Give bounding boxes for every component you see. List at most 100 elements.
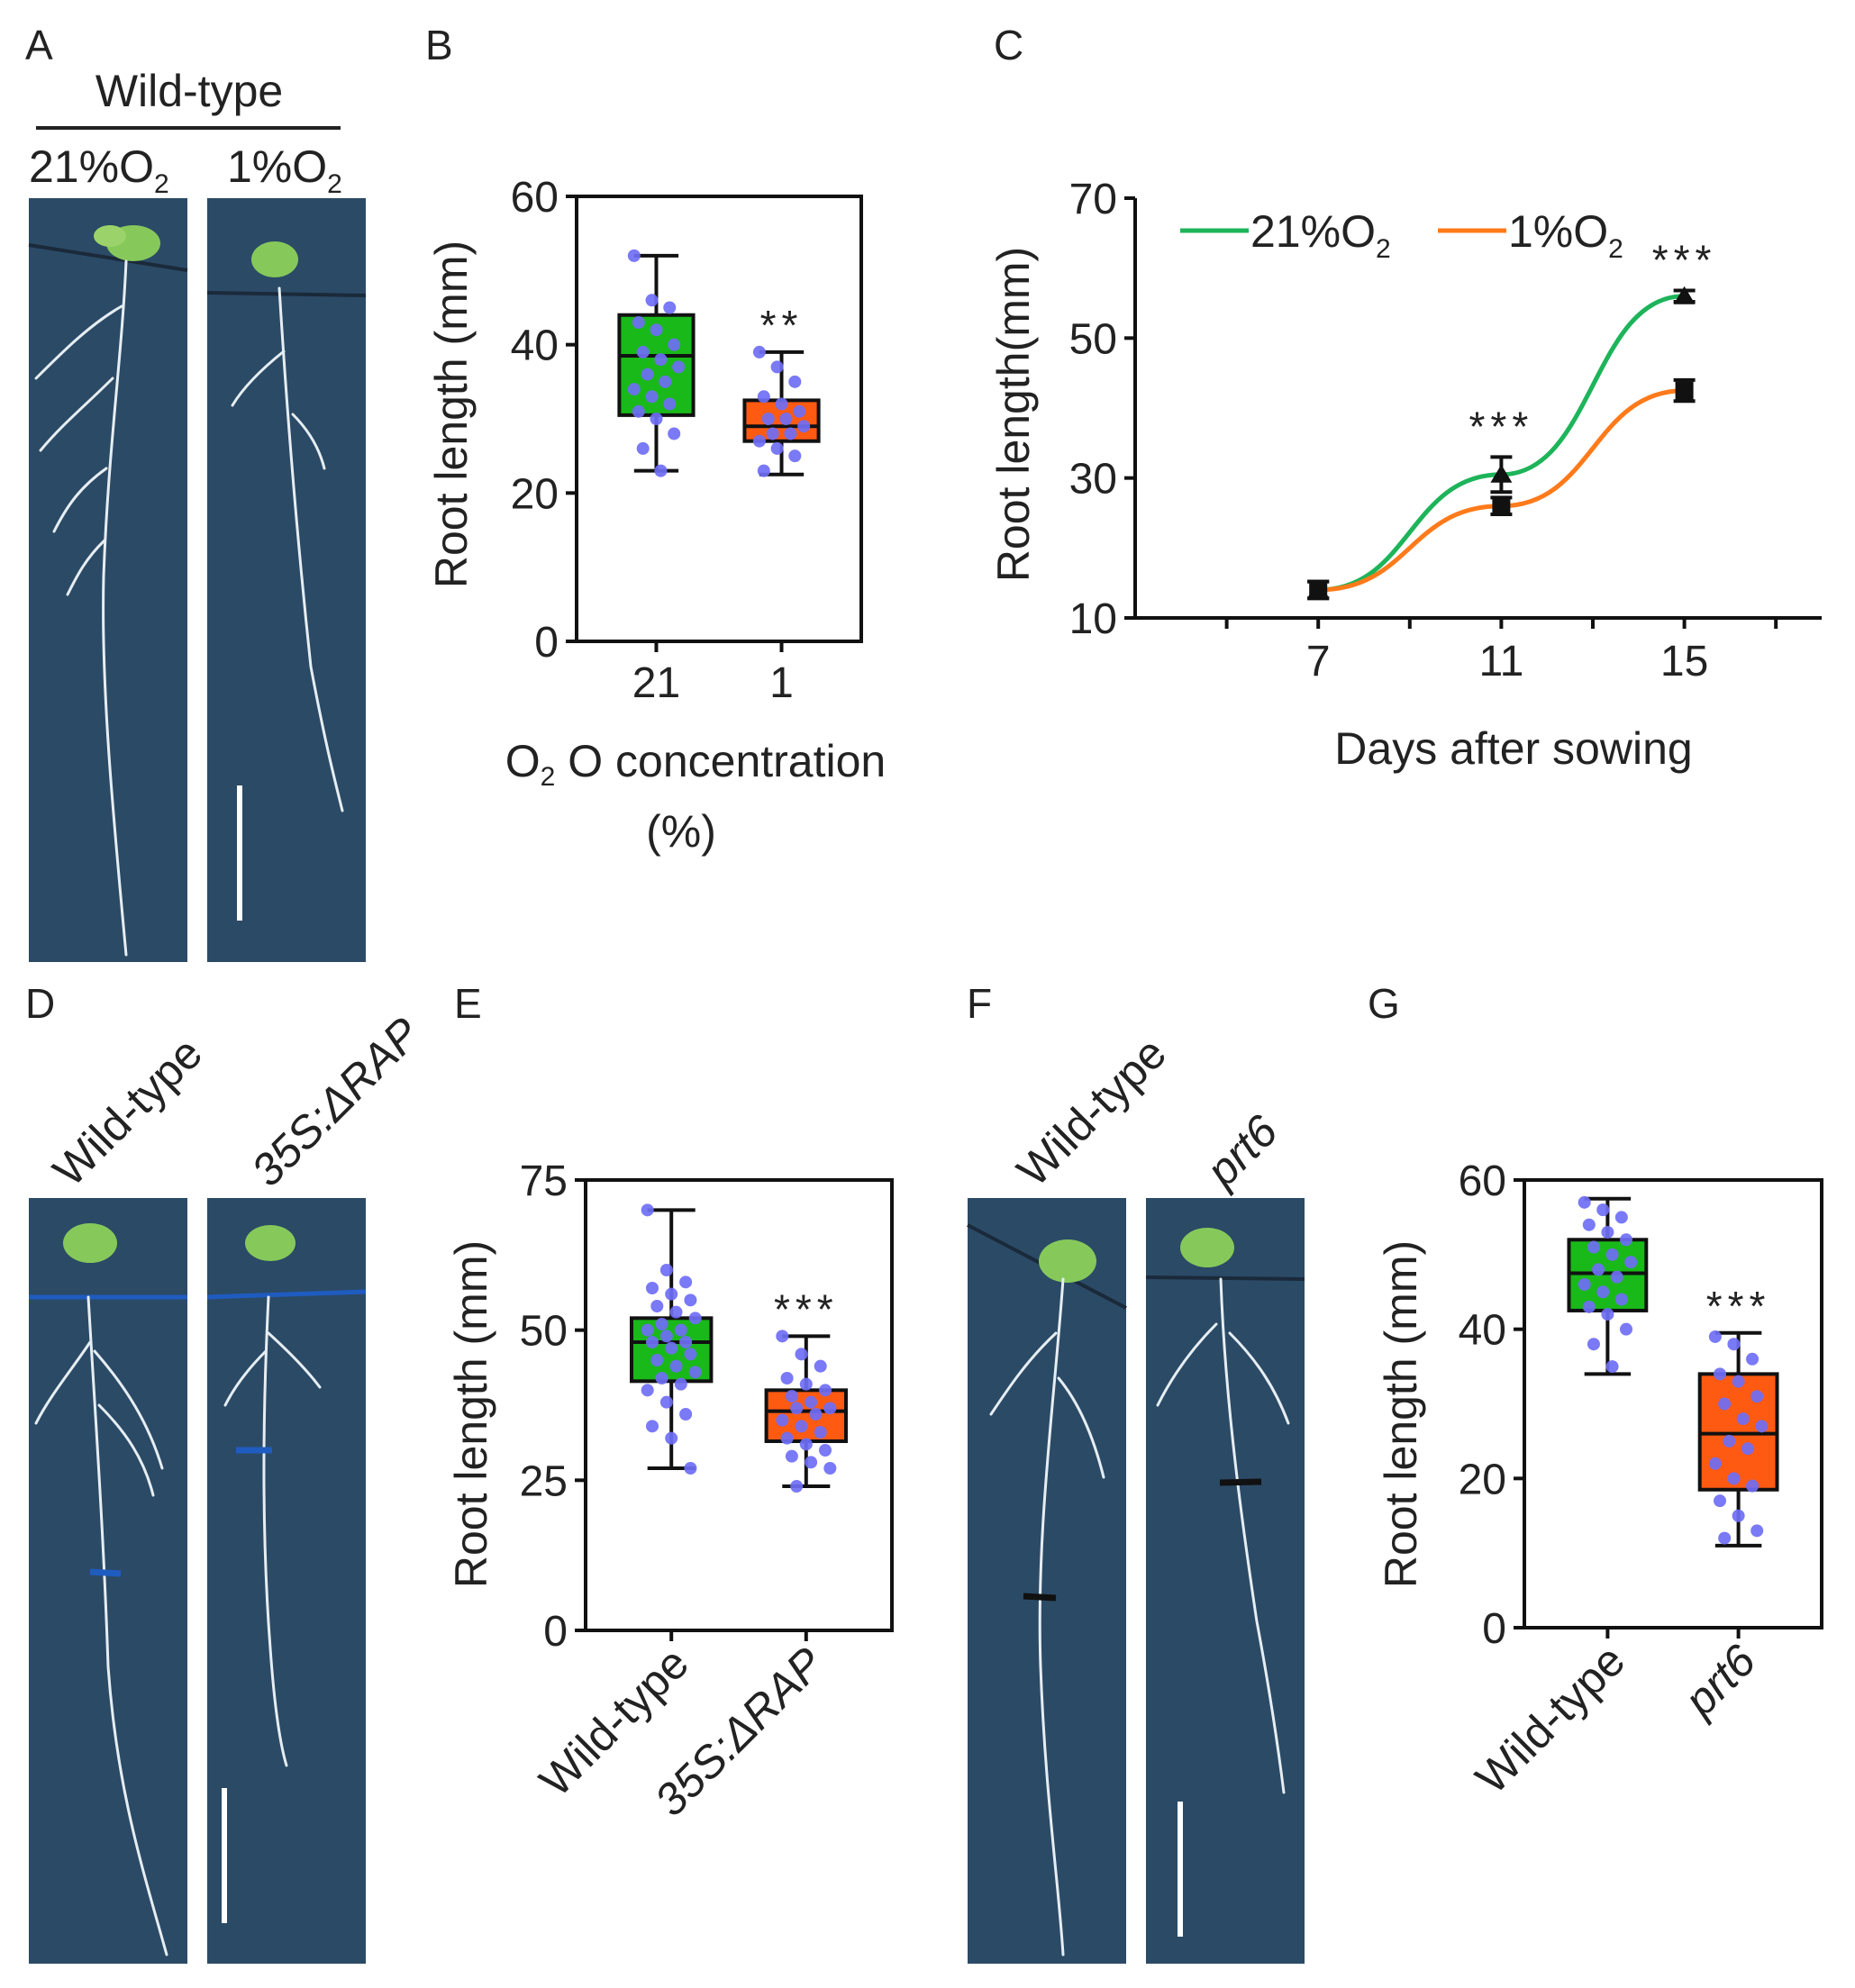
chartB-point	[797, 420, 811, 433]
chartE-ytick-label: 0	[543, 1608, 568, 1656]
chartE-point	[665, 1341, 678, 1355]
chartE-point	[799, 1377, 813, 1391]
chartE-point	[688, 1366, 702, 1379]
chart-c-ytick-label: 50	[1069, 315, 1117, 363]
chartG-frame	[1523, 1178, 1823, 1629]
chartB-point	[650, 413, 663, 425]
chartE-point	[669, 1305, 683, 1319]
chartE-point	[819, 1444, 832, 1457]
chartE-point	[805, 1395, 818, 1409]
chartB-point	[752, 345, 766, 359]
chartE-frame	[584, 1178, 894, 1632]
chartE-point	[799, 1438, 813, 1451]
chartE-point	[659, 1395, 673, 1409]
panel-label-d: D	[25, 980, 55, 1027]
chartB-point	[784, 427, 797, 440]
chartG-point	[1718, 1531, 1732, 1545]
chartG-point	[1723, 1434, 1736, 1448]
chartE-point	[679, 1408, 693, 1421]
chartB-point	[663, 301, 677, 314]
chartB-point	[770, 441, 784, 455]
panel-d-right-label: 35S:ΔRAP	[241, 1008, 430, 1196]
chart-g-ylabel: Root length (mm)	[1376, 1240, 1426, 1588]
chartB-point	[770, 360, 784, 374]
chart-c-xtick-label: 7	[1306, 638, 1331, 685]
chartB-point	[636, 441, 650, 455]
chartE-point	[650, 1354, 664, 1366]
chart-c-point	[1675, 381, 1694, 400]
chartB-point	[788, 375, 802, 388]
legend-label-1: 1%O2	[1508, 206, 1623, 264]
chartG-point	[1582, 1300, 1596, 1313]
chartG-ytick-label: 20	[1459, 1456, 1506, 1503]
panel-a-col-left: 21%O2	[29, 141, 169, 199]
legend-label-21: 21%O2	[1250, 206, 1391, 264]
chartG-box	[1697, 1372, 1779, 1492]
panel-a-genotype: Wild-type	[95, 66, 283, 116]
chartG-significance: ***	[1706, 1283, 1771, 1330]
chartE-point	[776, 1330, 789, 1343]
panel-label-a: A	[25, 22, 53, 68]
chart-c-point	[1309, 580, 1328, 599]
chartE-point	[785, 1390, 798, 1402]
chartB-point	[654, 353, 668, 367]
panel-label-b: B	[425, 22, 453, 68]
chartB-point	[766, 427, 779, 440]
chartE-point	[645, 1336, 659, 1348]
chartB-point	[752, 434, 766, 448]
chartE-point	[645, 1420, 659, 1433]
chartG-point	[1750, 1524, 1764, 1538]
chartG-point	[1732, 1509, 1745, 1522]
chartG-point	[1714, 1367, 1727, 1381]
chart-b-xlabel: O2 O concentration	[505, 736, 886, 792]
chartE-point	[655, 1318, 668, 1330]
chartB-point	[668, 427, 681, 440]
chartG-box	[1567, 1238, 1649, 1312]
chartG-point	[1750, 1390, 1764, 1403]
chartE-ytick-label: 75	[520, 1157, 568, 1205]
chartE-ytick-label: 25	[520, 1457, 568, 1505]
chartE-point	[641, 1323, 654, 1337]
chartG-point	[1736, 1412, 1750, 1426]
chart-b-xlabel-unit: (%)	[646, 806, 716, 857]
chartE-point	[679, 1275, 693, 1289]
chartG-point	[1727, 1338, 1741, 1351]
chartE-ytick-label: 50	[520, 1308, 568, 1356]
chartE-point	[659, 1330, 673, 1343]
chart-e: Root length (mm) 0255075Wild-type***35S:…	[446, 1157, 894, 1826]
chartG-point	[1714, 1494, 1727, 1508]
chartG-point	[1746, 1479, 1760, 1493]
chartG-category-label: Wild-type	[1466, 1635, 1634, 1803]
chartE-point	[674, 1323, 687, 1337]
chartG-point	[1582, 1218, 1596, 1231]
chart-c-xtick-label: 11	[1478, 638, 1523, 685]
chartG-point	[1578, 1277, 1591, 1291]
chart-c-xtick-label: 15	[1660, 638, 1708, 685]
chartB-ytick-label: 20	[511, 470, 559, 518]
chartE-point	[665, 1431, 678, 1445]
panel-f-right-label: prt6	[1196, 1105, 1287, 1197]
chartB-point	[627, 249, 641, 262]
chartE-point	[684, 1462, 697, 1475]
chartB-point	[636, 345, 650, 359]
chartG-category-label: prt6	[1673, 1635, 1765, 1727]
chartE-point	[684, 1294, 697, 1307]
panel-d-photo-left	[29, 1198, 187, 1964]
chartE-point	[795, 1420, 808, 1433]
chartG-point	[1601, 1225, 1614, 1239]
chartE-point	[805, 1456, 818, 1469]
chartE-point	[655, 1372, 668, 1384]
chartG-point	[1755, 1420, 1769, 1433]
chartE-point	[650, 1300, 664, 1312]
chartE-point	[823, 1402, 837, 1415]
panel-d-left-label: Wild-type	[43, 1028, 212, 1196]
chartE-point	[665, 1287, 678, 1301]
chartB-ytick-label: 60	[511, 174, 559, 222]
chart-c: Root length(mm) Days after sowing 21%O2 …	[988, 176, 1822, 774]
chartG-point	[1727, 1472, 1741, 1485]
panel-f-photo-left	[967, 1198, 1127, 1964]
chart-b-ylabel: Root length (mm)	[426, 241, 477, 588]
chartG-point	[1605, 1248, 1619, 1261]
chartB-point	[632, 404, 645, 418]
